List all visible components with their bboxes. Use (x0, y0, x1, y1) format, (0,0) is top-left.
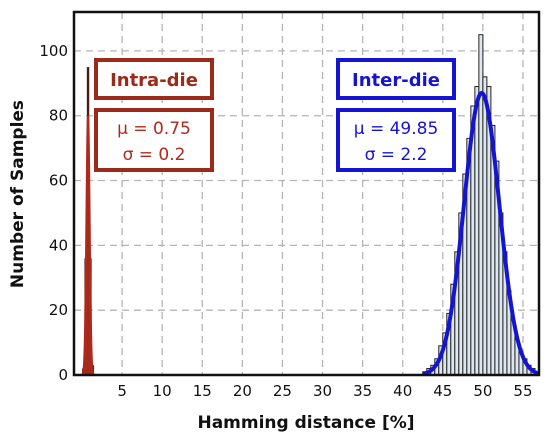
x-tick-label: 10 (153, 382, 172, 400)
y-tick-label: 40 (49, 236, 68, 254)
y-tick-label: 60 (49, 172, 68, 190)
y-tick-label: 80 (49, 107, 68, 125)
inter-die-bar (482, 76, 488, 376)
intra-die-annotation: Intra-die μ = 0.75 σ = 0.2 (94, 58, 214, 172)
x-tick-label: 40 (393, 382, 412, 400)
inter-die-fit-curve (422, 90, 540, 376)
x-axis-label: Hamming distance [%] (197, 413, 414, 433)
x-tick-label: 35 (353, 382, 372, 400)
intra-die-stats-box (94, 108, 214, 172)
x-tick-label: 50 (473, 382, 492, 400)
inter-die-stats-box (336, 108, 456, 172)
x-tick-label: 25 (273, 382, 292, 400)
inter-die-annotation: Inter-die μ = 49.85 σ = 2.2 (336, 58, 456, 172)
intra-die-title-box (94, 58, 214, 100)
x-tick-label: 5 (117, 382, 127, 400)
y-axis-label: Number of Samples (8, 100, 28, 288)
intra-die-sigma: σ = 0.2 (123, 145, 186, 165)
x-tick-label: 45 (433, 382, 452, 400)
intra-die-title: Intra-die (110, 70, 198, 91)
y-tick-label: 0 (58, 366, 68, 384)
intra-die-fit-curve (81, 115, 95, 376)
x-tick-label: 30 (313, 382, 332, 400)
y-tick-label: 20 (49, 301, 68, 319)
fit-curves (81, 90, 540, 376)
intra-die-mu: μ = 0.75 (117, 119, 191, 139)
inter-die-sigma: σ = 2.2 (365, 145, 428, 165)
inter-die-bar (474, 86, 480, 376)
inter-die-title-box (336, 58, 456, 100)
inter-die-mu: μ = 49.85 (354, 119, 439, 139)
x-tick-label: 15 (193, 382, 212, 400)
plot-frame (72, 10, 541, 377)
inter-die-title: Inter-die (352, 70, 440, 91)
y-tick-label: 100 (39, 42, 68, 60)
x-tick-label: 20 (233, 382, 252, 400)
x-tick-label: 55 (513, 382, 532, 400)
x-tick-labels: 5 10 15 20 25 30 35 40 45 50 55 (117, 382, 532, 400)
y-tick-labels: 0 20 40 60 80 100 (39, 42, 68, 384)
inter-die-bar (478, 34, 484, 376)
